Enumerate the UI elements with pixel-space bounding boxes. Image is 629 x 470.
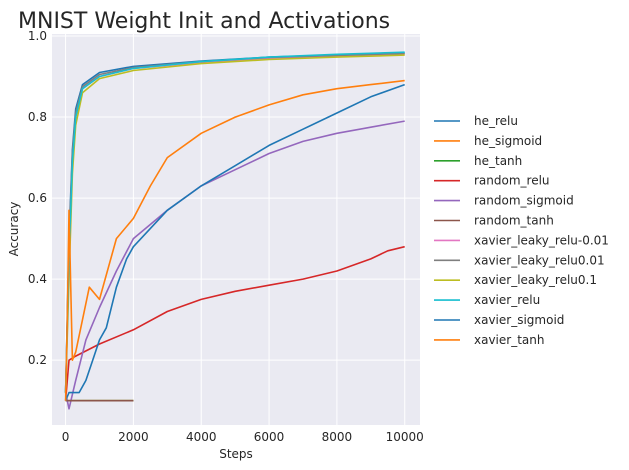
legend-label: xavier_relu bbox=[474, 293, 540, 307]
y-axis-ticks: 0.2 0.4 0.6 0.8 1.0 bbox=[28, 29, 47, 367]
legend: he_relu he_sigmoid he_tanh random_relurando… bbox=[434, 114, 609, 347]
series-line-xavier_tanh bbox=[64, 79, 405, 401]
y-tick-label: 0.8 bbox=[28, 110, 47, 124]
legend-label: xavier_leaky_relu-0.01 bbox=[474, 233, 609, 247]
legend-label: xavier_sigmoid bbox=[474, 313, 564, 327]
x-axis-label: Steps bbox=[219, 447, 253, 461]
y-tick-label: 0.2 bbox=[28, 353, 47, 367]
series-line-xavier_sigmoid bbox=[64, 83, 405, 402]
x-tick-label: 10000 bbox=[386, 430, 424, 444]
y-tick-label: 1.0 bbox=[28, 29, 47, 43]
series-line-xavier_relu bbox=[64, 51, 405, 393]
legend-label: xavier_leaky_relu0.01 bbox=[474, 253, 605, 267]
legend-label: xavier_leaky_relu0.1 bbox=[474, 273, 597, 287]
x-tick-label: 6000 bbox=[254, 430, 285, 444]
legend-label: he_sigmoid bbox=[474, 134, 542, 148]
series-line-random_relu bbox=[64, 245, 405, 401]
x-tick-label: 2000 bbox=[118, 430, 149, 444]
legend-label: random_relu bbox=[474, 174, 550, 188]
y-axis-label: Accuracy bbox=[7, 202, 21, 257]
legend-label: he_tanh bbox=[474, 154, 522, 168]
chart-title: MNIST Weight Init and Activations bbox=[18, 9, 390, 34]
y-tick-label: 0.4 bbox=[28, 272, 47, 286]
x-tick-label: 4000 bbox=[186, 430, 217, 444]
x-tick-label: 0 bbox=[62, 430, 70, 444]
plot-area bbox=[52, 34, 420, 425]
legend-label: he_relu bbox=[474, 114, 518, 128]
legend-label: random_sigmoid bbox=[474, 194, 574, 208]
legend-label: random_tanh bbox=[474, 214, 554, 228]
x-axis-ticks: 0 2000 4000 6000 8000 10000 bbox=[62, 430, 424, 444]
series-lines bbox=[64, 51, 405, 410]
x-tick-label: 8000 bbox=[322, 430, 353, 444]
legend-label: xavier_tanh bbox=[474, 333, 544, 347]
y-tick-label: 0.6 bbox=[28, 191, 47, 205]
